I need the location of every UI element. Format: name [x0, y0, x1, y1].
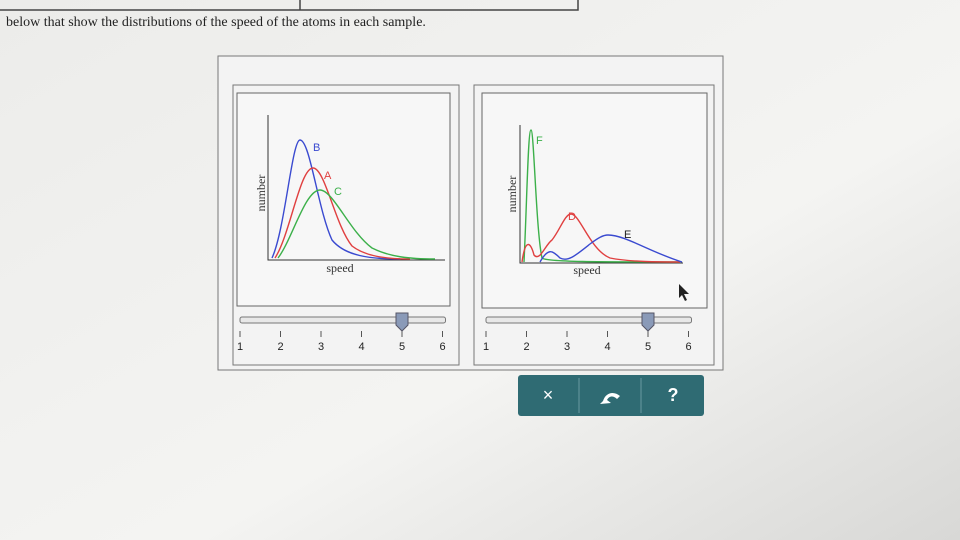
- curve: [521, 213, 681, 263]
- table-edge: [0, 0, 579, 11]
- left-graph: [236, 92, 451, 307]
- y-label: number: [254, 175, 268, 212]
- axes: [519, 125, 683, 264]
- left-panel: [232, 84, 460, 366]
- curve: [274, 167, 411, 260]
- right-panel: [473, 84, 715, 366]
- curve-label: E: [624, 229, 631, 241]
- slider-tick-label: 3: [564, 341, 570, 353]
- x-label: speed: [326, 261, 353, 275]
- close-button[interactable]: ×: [543, 385, 554, 405]
- slider-tick-label: 3: [318, 341, 324, 353]
- curve: [277, 189, 436, 260]
- sliders: 1 2 3 4 5 6 1 2 3 4 5 6: [237, 312, 692, 353]
- slider-tick-label: 2: [523, 341, 529, 353]
- axes: [267, 115, 445, 261]
- y-label: number: [505, 176, 519, 213]
- curve-label: F: [536, 135, 543, 147]
- slider-track: [485, 316, 692, 324]
- help-button[interactable]: ?: [668, 385, 679, 405]
- slider-track: [239, 316, 446, 324]
- slider-tick-label: 1: [483, 341, 489, 353]
- curve: [539, 234, 683, 263]
- curve-label: A: [324, 170, 332, 182]
- curve-label: B: [313, 142, 320, 154]
- cursor: [679, 284, 689, 301]
- curve: [523, 129, 681, 263]
- undo-button[interactable]: [600, 393, 620, 404]
- slider-tick-label: 4: [358, 341, 364, 353]
- slider-thumb[interactable]: [395, 312, 409, 332]
- slider-tick-label: 4: [604, 341, 610, 353]
- curve-label: C: [334, 186, 342, 198]
- slider-tick-label: 5: [399, 341, 405, 353]
- instruction: below that show the distributions of the…: [6, 15, 426, 30]
- slider-tick-label: 6: [685, 341, 691, 353]
- curve-label: D: [568, 211, 576, 223]
- x-label: speed: [573, 263, 600, 277]
- curve: [271, 139, 401, 260]
- slider-tick-label: 5: [645, 341, 651, 353]
- slider-tick-label: 2: [277, 341, 283, 353]
- slider-thumb[interactable]: [641, 312, 655, 332]
- slider-tick-label: 6: [439, 341, 445, 353]
- slider-tick-label: 1: [237, 341, 243, 353]
